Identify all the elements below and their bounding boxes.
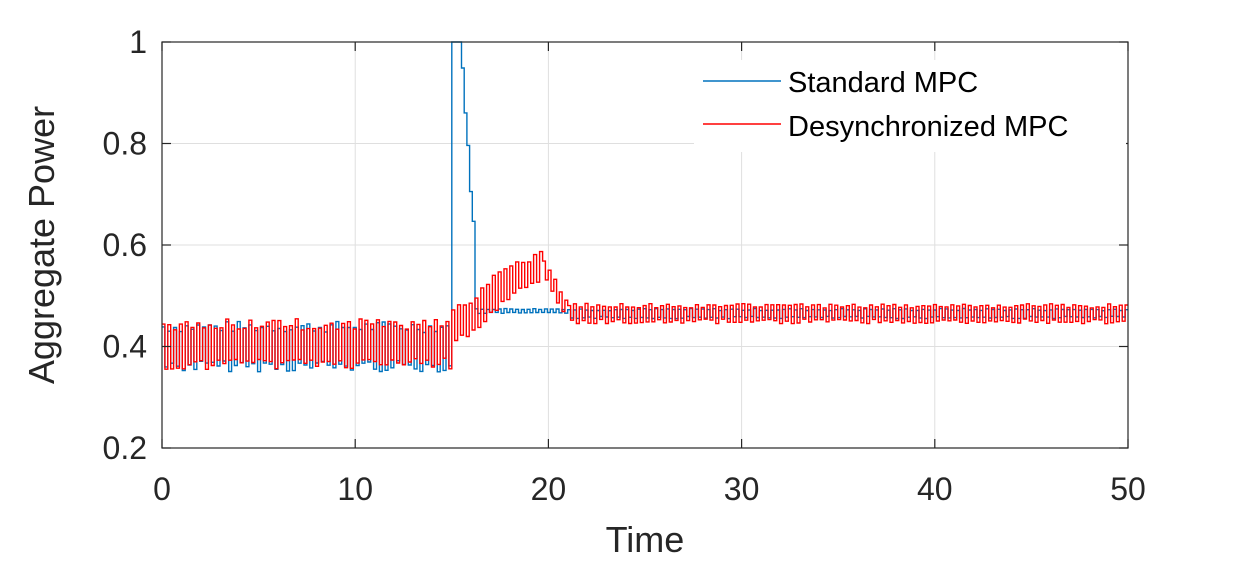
y-tick-label: 0.2	[103, 430, 147, 466]
y-tick-label: 0.8	[103, 126, 147, 162]
series-layer	[162, 41, 1128, 373]
series-line-desynchronized-mpc	[162, 250, 1128, 370]
ticks: 0 10 20 30 40 50 0.2 0.4 0.6 0.8 1	[103, 24, 1146, 507]
legend-label-standard-mpc: Standard MPC	[788, 67, 978, 99]
x-tick-label: 10	[337, 471, 373, 507]
x-tick-label: 20	[531, 471, 567, 507]
y-tick-label: 1	[129, 24, 147, 60]
legend-box	[694, 60, 1126, 152]
x-tick-label: 50	[1110, 471, 1146, 507]
x-tick-label: 30	[724, 471, 760, 507]
legend: Standard MPC Desynchronized MPC	[694, 60, 1126, 152]
x-axis-label: Time	[606, 519, 685, 560]
x-tick-label: 40	[917, 471, 953, 507]
y-tick-label: 0.6	[103, 227, 147, 263]
y-axis-label: Aggregate Power	[21, 106, 62, 384]
x-tick-label: 0	[153, 471, 171, 507]
legend-label-desynchronized-mpc: Desynchronized MPC	[788, 111, 1068, 143]
y-tick-label: 0.4	[103, 329, 147, 365]
